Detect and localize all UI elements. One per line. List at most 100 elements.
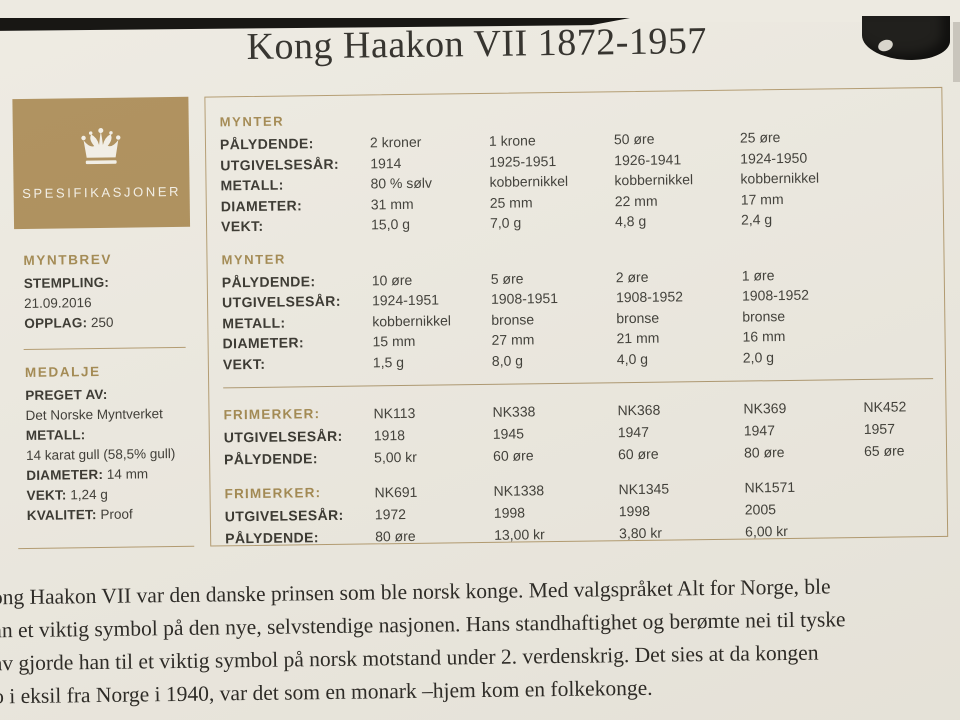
cell-value: 3,80 kr [619, 524, 663, 542]
cell-value: 1998 [618, 502, 651, 520]
stamp-code: NK113 [373, 404, 416, 422]
row-label: METALL: [220, 176, 284, 194]
cell-value: 1957 [863, 420, 896, 437]
row-label: UTGIVELSESÅR: [224, 506, 344, 525]
cell-value: 5,00 kr [373, 448, 418, 466]
cell-value: 4,8 g [614, 212, 647, 230]
cell-value: 15,0 g [370, 215, 411, 233]
spec-value: 1,24 g [70, 486, 108, 503]
cell-value: 1908-1952 [615, 288, 684, 306]
cell-value: bronse [616, 309, 660, 326]
stamp-code: NK1345 [618, 480, 670, 498]
cell-value: 27 mm [491, 331, 535, 348]
row-label: METALL: [222, 314, 286, 331]
cell-value: 1947 [617, 423, 650, 441]
row-label: DIAMETER: [222, 334, 305, 352]
cell-value: 65 øre [863, 442, 905, 459]
spec-sidebar: SPESIFIKASJONER MYNTBREV STEMPLING: 21.0… [12, 96, 195, 550]
cell-value: 80 % sølv [370, 174, 433, 192]
cell-value: 60 øre [617, 445, 659, 463]
cell-value: 1 øre [741, 266, 775, 284]
cell-value: 1972 [374, 505, 407, 523]
cell-value: 8,0 g [491, 351, 524, 369]
cell-value: 60 øre [492, 447, 534, 464]
row-label: UTGIVELSESÅR: [220, 155, 340, 173]
photo-background-edge [953, 22, 960, 82]
cell-value: bronse [491, 310, 535, 328]
cell-value: 15 mm [372, 332, 416, 350]
spec-label: DIAMETER: [26, 466, 104, 483]
coin-section: MYNTER PÅLYDENDE: 10 øre 5 øre 2 øre 1 øre UTG… [221, 241, 937, 375]
spec-label: PREGET AV: [25, 386, 108, 403]
cell-value: 80 øre [743, 444, 785, 461]
row-label: VEKT: [222, 355, 266, 372]
table-separator [223, 378, 934, 389]
spec-row: METALL: 14 karat gull (58,5% gull) [26, 424, 194, 466]
cell-value: 2 kroner [369, 133, 422, 151]
spec-label: KVALITET: [26, 507, 97, 523]
cell-value: 5 øre [490, 269, 524, 287]
cell-value: 1908-1952 [741, 286, 810, 304]
specification-section: SPESIFIKASJONER MYNTBREV STEMPLING: 21.0… [12, 86, 949, 550]
cell-value: kobbernikkel [372, 311, 452, 329]
cell-value: 1 krone [488, 132, 536, 149]
sidebar-header: SPESIFIKASJONER [22, 183, 182, 201]
spec-row: OPPLAG: 250 [24, 312, 191, 334]
cell-value: 2005 [744, 501, 777, 518]
cell-value: 1924-1951 [371, 291, 440, 309]
row-label: PÅLYDENDE: [224, 450, 318, 468]
cell-value: kobbernikkel [489, 172, 569, 190]
cell-value: 31 mm [370, 195, 414, 212]
myntbrev-block: MYNTBREV STEMPLING: 21.09.2016 OPPLAG: 25… [14, 249, 191, 334]
stamp-code: NK1571 [744, 478, 796, 496]
stamp-code: NK369 [743, 400, 787, 417]
page: Kong Haakon VII 1872-1957 SPESIFIKASJONE… [0, 16, 960, 714]
spec-row: STEMPLING: 21.09.2016 [24, 272, 192, 314]
spesifikasjoner-banner: SPESIFIKASJONER [12, 96, 191, 230]
row-label: UTGIVELSESÅR: [221, 292, 341, 311]
cell-value: 16 mm [742, 328, 786, 345]
section-heading: FRIMERKER: [224, 485, 322, 502]
stamp-code: NK368 [617, 401, 661, 419]
spec-value: Proof [100, 506, 133, 522]
spec-value: Det Norske Myntverket [25, 406, 163, 423]
spec-value: 21.09.2016 [23, 295, 92, 311]
sidebar-divider [23, 346, 186, 350]
cell-value: kobbernikkel [740, 169, 820, 187]
cell-value: 1925-1951 [489, 152, 557, 170]
crown-icon [74, 126, 129, 172]
stamp-code: NK691 [374, 483, 418, 501]
spec-value: 14 karat gull (58,5% gull) [25, 446, 176, 463]
stamp-code: NK452 [863, 398, 907, 415]
medalje-block: MEDALJE PREGET AV: Det Norske Myntverket… [16, 361, 194, 526]
row-label: UTGIVELSESÅR: [223, 427, 343, 446]
cell-value: 17 mm [740, 190, 784, 208]
medalje-heading: MEDALJE [24, 363, 101, 380]
cell-value: 1924-1950 [740, 149, 808, 167]
myntbrev-heading: MYNTBREV [23, 251, 113, 268]
photo-object-artifact [862, 16, 950, 60]
myntbrev-rows: STEMPLING: 21.09.2016 OPPLAG: 250 [24, 272, 192, 334]
cell-value: 22 mm [614, 192, 658, 209]
cell-value: 1,5 g [372, 353, 405, 370]
coin-section: MYNTER PÅLYDENDE: 2 kroner 1 krone 50 øre 25 … [220, 103, 936, 237]
cell-value: 1998 [493, 504, 526, 521]
cell-value: 7,0 g [489, 214, 522, 231]
stamp-code: NK1338 [493, 482, 545, 499]
cell-value: 2 øre [615, 268, 649, 285]
row-label: VEKT: [220, 217, 264, 235]
cell-value: 80 øre [375, 527, 416, 545]
cell-value: 21 mm [616, 329, 660, 347]
stamp-section: FRIMERKER: NK691 NK1338 NK1345 NK1571 UTGIVEL… [224, 474, 939, 549]
row-label: DIAMETER: [220, 196, 303, 214]
cell-value: 10 øre [371, 271, 413, 288]
spec-row: DIAMETER: 14 mm [26, 464, 193, 486]
section-heading: FRIMERKER: [223, 406, 321, 423]
row-label: PÅLYDENDE: [225, 529, 319, 547]
cell-value: 1914 [370, 154, 402, 171]
spec-row: KVALITET: Proof [27, 504, 194, 526]
cell-value: 4,0 g [616, 350, 649, 367]
cell-value: 1947 [743, 422, 776, 439]
cell-value: 1945 [492, 425, 525, 442]
cell-value: 25 mm [489, 193, 533, 211]
